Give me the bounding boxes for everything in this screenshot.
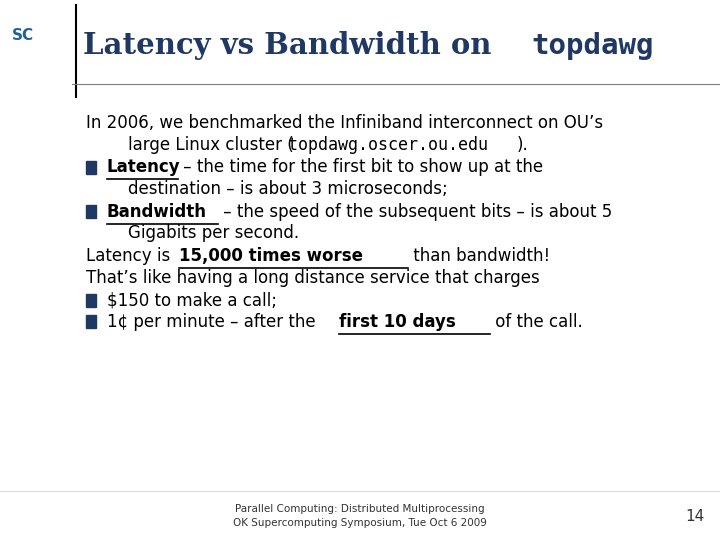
- Text: of the call.: of the call.: [490, 313, 582, 331]
- Bar: [86, 161, 96, 174]
- Text: – the time for the first bit to show up at the: – the time for the first bit to show up …: [178, 158, 543, 177]
- Text: destination – is about 3 microseconds;: destination – is about 3 microseconds;: [128, 180, 448, 198]
- Text: topdawg.oscer.ou.edu: topdawg.oscer.ou.edu: [288, 136, 488, 154]
- Text: first 10 days: first 10 days: [339, 313, 456, 331]
- Text: – the speed of the subsequent bits – is about 5: – the speed of the subsequent bits – is …: [218, 202, 613, 221]
- Text: That’s like having a long distance service that charges: That’s like having a long distance servi…: [86, 268, 540, 287]
- Text: topdawg: topdawg: [531, 32, 654, 60]
- Text: ).: ).: [516, 136, 528, 154]
- Text: Gigabits per second.: Gigabits per second.: [128, 224, 300, 242]
- Bar: [86, 315, 96, 328]
- Text: than bandwidth!: than bandwidth!: [408, 247, 550, 265]
- Text: large Linux cluster (: large Linux cluster (: [128, 136, 294, 154]
- Text: Parallel Computing: Distributed Multiprocessing: Parallel Computing: Distributed Multipro…: [235, 504, 485, 514]
- Text: 15,000 times worse: 15,000 times worse: [179, 247, 363, 265]
- Text: Latency vs Bandwidth on: Latency vs Bandwidth on: [83, 31, 501, 60]
- Text: SC: SC: [12, 28, 34, 43]
- Bar: [86, 205, 96, 218]
- Text: 1¢ per minute – after the: 1¢ per minute – after the: [107, 313, 320, 331]
- Text: 14: 14: [685, 509, 704, 524]
- Bar: [86, 294, 96, 307]
- Text: OK Supercomputing Symposium, Tue Oct 6 2009: OK Supercomputing Symposium, Tue Oct 6 2…: [233, 518, 487, 528]
- Text: In 2006, we benchmarked the Infiniband interconnect on OU’s: In 2006, we benchmarked the Infiniband i…: [86, 114, 603, 132]
- Text: Bandwidth: Bandwidth: [107, 202, 207, 221]
- Text: Latency: Latency: [107, 158, 180, 177]
- Text: $150 to make a call;: $150 to make a call;: [107, 291, 276, 309]
- Text: Latency is: Latency is: [86, 247, 176, 265]
